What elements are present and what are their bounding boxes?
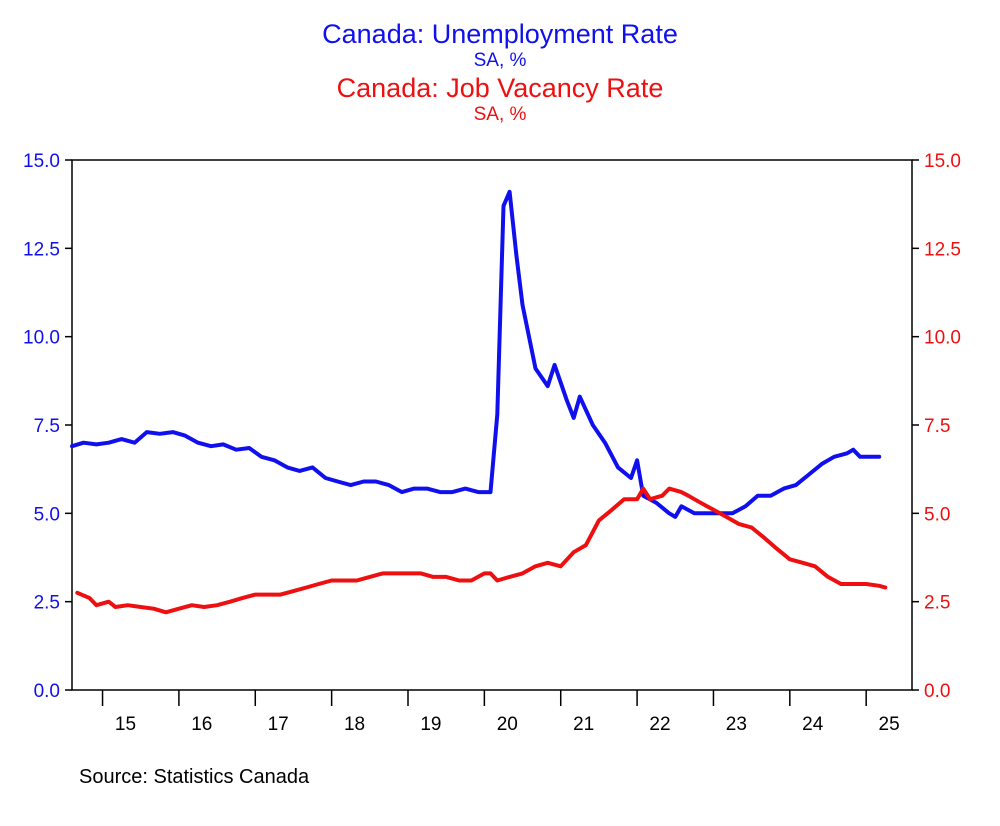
chart-titles: Canada: Unemployment Rate SA, % Canada: … — [0, 18, 1000, 126]
job-vacancy-rate-line — [75, 486, 888, 615]
right-tick-label: 5.0 — [924, 504, 950, 525]
source-note: Source: Statistics Canada — [79, 766, 310, 788]
year-label: 19 — [420, 714, 441, 735]
left-tick-label: 0.0 — [34, 681, 60, 702]
left-tick-label: 10.0 — [23, 328, 60, 349]
year-label: 15 — [115, 714, 136, 735]
left-tick-label: 7.5 — [34, 416, 60, 437]
x-axis: 15 16 17 18 19 20 21 22 23 24 25 — [101, 690, 900, 735]
right-tick-label: 12.5 — [924, 239, 961, 260]
year-label: 25 — [879, 714, 900, 735]
year-label: 18 — [344, 714, 365, 735]
unemployment-subtitle: SA, % — [473, 50, 527, 71]
vacancy-subtitle: SA, % — [473, 104, 527, 125]
right-tick-label: 15.0 — [924, 151, 961, 172]
year-label: 20 — [497, 714, 518, 735]
year-label: 21 — [573, 714, 594, 735]
right-tick-label: 0.0 — [924, 681, 950, 702]
left-tick-label: 5.0 — [34, 504, 60, 525]
year-label: 24 — [802, 714, 824, 735]
left-tick-label: 15.0 — [23, 151, 60, 172]
plot-frame — [71, 159, 913, 691]
year-label: 17 — [268, 714, 289, 735]
year-label: 23 — [726, 714, 747, 735]
right-tick-label: 2.5 — [924, 593, 950, 614]
left-tick-label: 12.5 — [23, 239, 60, 260]
chart-canvas: 15.0 12.5 10.0 7.5 5.0 2.5 0.0 15.0 12.5 10.0 7.5… — [23, 151, 961, 735]
year-label: 16 — [191, 714, 212, 735]
year-label: 22 — [649, 714, 670, 735]
left-tick-label: 2.5 — [34, 593, 60, 614]
left-axis: 15.0 12.5 10.0 7.5 5.0 2.5 0.0 — [23, 151, 72, 702]
right-axis: 15.0 12.5 10.0 7.5 5.0 2.5 0.0 — [912, 151, 961, 702]
right-tick-label: 7.5 — [924, 416, 950, 437]
unemployment-rate-line — [70, 189, 882, 519]
right-tick-label: 10.0 — [924, 328, 961, 349]
series-layer — [70, 189, 888, 615]
vacancy-title: Canada: Job Vacancy Rate — [336, 73, 664, 103]
unemployment-title: Canada: Unemployment Rate — [322, 19, 678, 49]
